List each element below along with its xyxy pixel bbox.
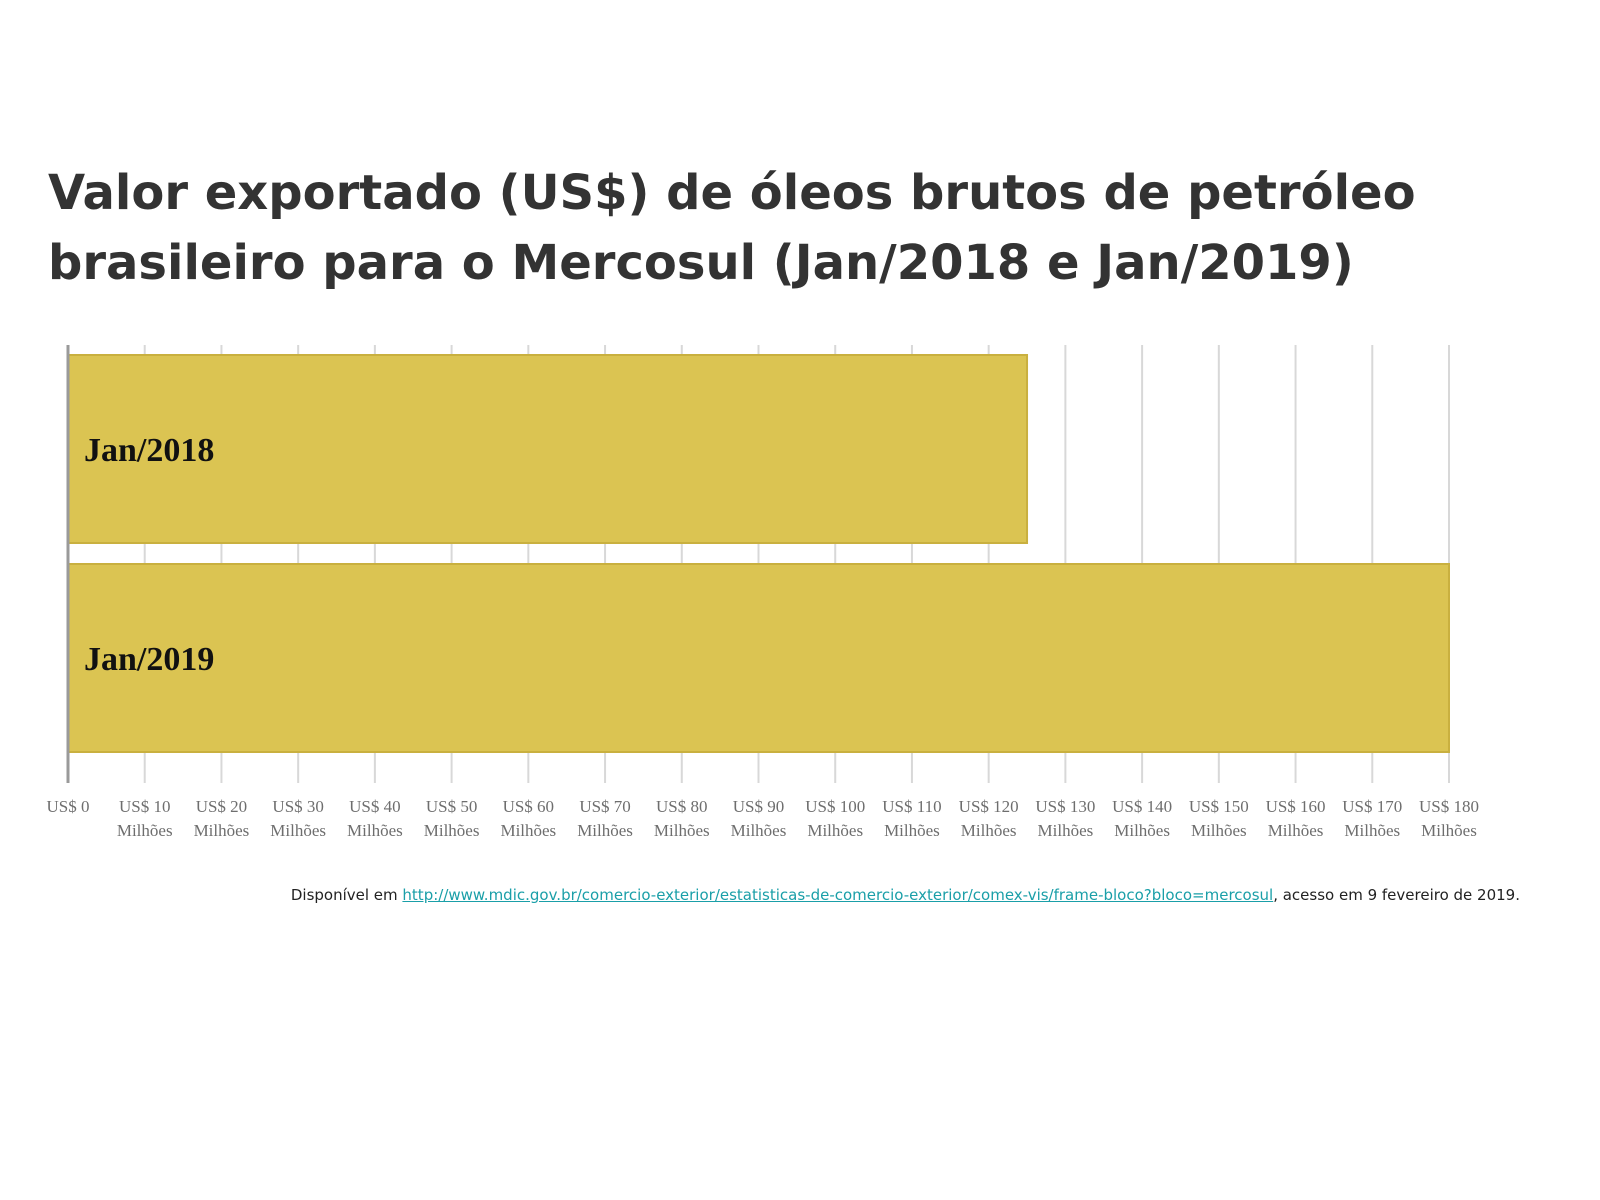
- x-tick-label-170-unit: Milhões: [1344, 821, 1400, 840]
- bar-jan-2018: [67, 354, 1029, 544]
- x-tick-label-130-unit: Milhões: [1038, 821, 1094, 840]
- x-tick-label-50: US$ 50: [426, 797, 477, 816]
- x-tick-label-30: US$ 30: [272, 797, 323, 816]
- source-prefix: Disponível em: [290, 886, 403, 904]
- x-tick-label-40: US$ 40: [349, 797, 400, 816]
- bars: [67, 354, 1450, 753]
- x-tick-label-120: US$ 120: [959, 797, 1019, 816]
- x-axis-tick-labels: US$ 0 US$ 10 Milhões US$ 20 Milhões US$ 30 Mil…: [47, 797, 1479, 840]
- x-tick-label-110-unit: Milhões: [884, 821, 940, 840]
- chart-title: Valor exportado (US$) de óleos brutos de…: [48, 165, 1416, 291]
- bar-jan-2019: [67, 563, 1450, 753]
- x-tick-label-70-unit: Milhões: [577, 821, 633, 840]
- x-tick-label-20: US$ 20: [196, 797, 247, 816]
- x-tick-label-10-unit: Milhões: [117, 821, 173, 840]
- x-tick-label-150: US$ 150: [1189, 797, 1249, 816]
- x-tick-label-30-unit: Milhões: [270, 821, 326, 840]
- x-tick-label-90-unit: Milhões: [731, 821, 787, 840]
- bar-labels: Jan/2018 Jan/2019: [84, 432, 214, 678]
- x-tick-label-180-unit: Milhões: [1421, 821, 1477, 840]
- bar-label-jan-2019: Jan/2019: [84, 641, 214, 678]
- x-tick-label-0: US$ 0: [47, 797, 90, 816]
- x-tick-label-10: US$ 10: [119, 797, 170, 816]
- bar-chart: Jan/2018 Jan/2019 US$ 0 US$ 10 Milhões US$ 2…: [47, 345, 1479, 840]
- x-tick-label-140: US$ 140: [1112, 797, 1172, 816]
- x-tick-label-150-unit: Milhões: [1191, 821, 1247, 840]
- x-tick-label-180: US$ 180: [1419, 797, 1479, 816]
- x-tick-label-160: US$ 160: [1266, 797, 1326, 816]
- x-tick-label-160-unit: Milhões: [1268, 821, 1324, 840]
- x-tick-label-140-unit: Milhões: [1114, 821, 1170, 840]
- x-tick-label-130: US$ 130: [1035, 797, 1095, 816]
- x-tick-label-60-unit: Milhões: [500, 821, 556, 840]
- x-tick-label-170: US$ 170: [1342, 797, 1402, 816]
- bar-label-jan-2018: Jan/2018: [84, 432, 214, 469]
- source-link[interactable]: http://www.mdic.gov.br/comercio-exterior…: [402, 886, 1274, 904]
- source-suffix: , acesso em 9 fevereiro de 2019.: [1273, 886, 1520, 904]
- x-tick-label-60: US$ 60: [503, 797, 554, 816]
- x-tick-label-100-unit: Milhões: [807, 821, 863, 840]
- x-tick-label-120-unit: Milhões: [961, 821, 1017, 840]
- x-tick-label-80: US$ 80: [656, 797, 707, 816]
- x-tick-label-80-unit: Milhões: [654, 821, 710, 840]
- x-tick-label-20-unit: Milhões: [194, 821, 250, 840]
- source-note: Disponível em http://www.mdic.gov.br/com…: [291, 886, 1520, 904]
- x-tick-label-70: US$ 70: [579, 797, 630, 816]
- x-tick-label-90: US$ 90: [733, 797, 784, 816]
- x-tick-label-100: US$ 100: [805, 797, 865, 816]
- x-tick-label-50-unit: Milhões: [424, 821, 480, 840]
- x-tick-label-40-unit: Milhões: [347, 821, 403, 840]
- x-tick-label-110: US$ 110: [882, 797, 941, 816]
